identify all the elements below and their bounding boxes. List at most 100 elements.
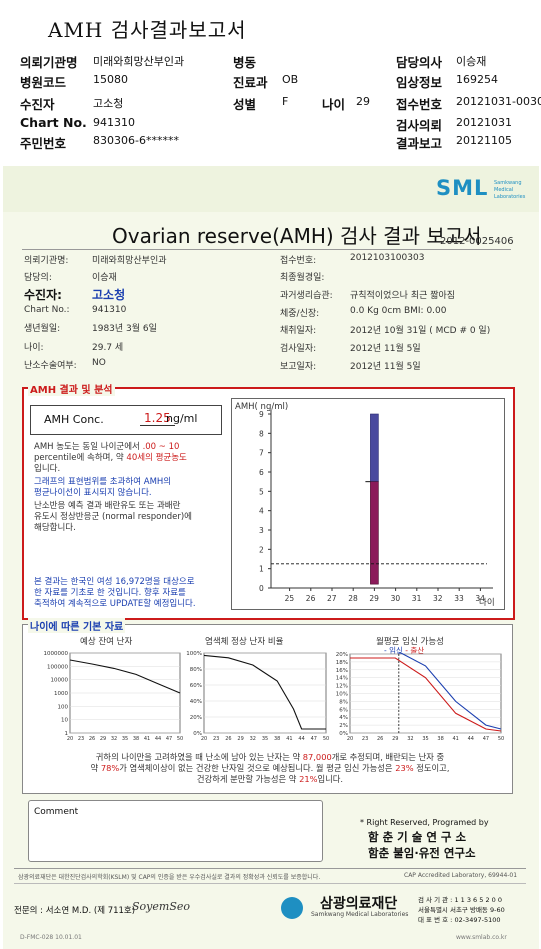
mini-x-tick-label: 38 <box>437 736 443 742</box>
mini-x-tick-label: 32 <box>111 736 117 742</box>
x-tick-label: 31 <box>412 594 422 603</box>
clinical-info-label: 임상정보 <box>396 75 443 90</box>
x-tick-label: 28 <box>348 594 358 603</box>
mini-x-tick-label: 50 <box>177 736 183 742</box>
mini-x-tick-label: 29 <box>100 736 106 742</box>
y-tick-label: 6 <box>259 468 264 477</box>
x-tick-label: 29 <box>369 594 379 603</box>
y-tick-label: 8 <box>259 429 264 438</box>
mini-x-tick-label: 26 <box>89 736 95 742</box>
mini-x-tick-label: 20 <box>201 736 207 742</box>
y-tick-label: 0 <box>259 584 264 593</box>
mini-y-tick-label: 100000 <box>47 664 68 670</box>
x-tick-label: 26 <box>306 594 316 603</box>
comment-box <box>28 800 323 862</box>
mini-y-tick-label: 16% <box>336 668 348 674</box>
mini-x-tick-label: 47 <box>483 736 489 742</box>
info-label: 생년월일: <box>24 324 61 334</box>
mini-y-tick-label: 80% <box>190 667 202 673</box>
x-tick-label: 25 <box>285 594 295 603</box>
footer-note: 삼광의료재단은 대한진단검사의학회(KSLM) 및 CAP의 인증을 받은 우수… <box>18 874 321 881</box>
info-value: 2012년 11월 5일 <box>350 344 421 354</box>
report-date-value: 20121105 <box>456 134 512 147</box>
mini-x-tick-label: 44 <box>155 736 161 742</box>
y-tick-label: 9 <box>259 410 264 419</box>
basic-summary: 귀하의 나이만을 고려하였을 때 난소에 남아 있는 난자는 약 87,000개… <box>90 752 450 784</box>
info-label: 접수번호: <box>280 256 317 266</box>
info-label: 최종월경일: <box>280 273 325 283</box>
rights-text: * Right Reserved, Programed by <box>360 818 489 827</box>
range-bar-lower <box>370 481 379 585</box>
website: www.smlab.co.kr <box>456 934 507 941</box>
report-title: Ovarian reserve(AMH) 검사 결과 보고서 <box>112 224 482 248</box>
data-basis-note: 본 결과는 한국인 여성 16,972명을 대상으로 한 자료를 기초로 한 것… <box>34 577 196 609</box>
info-label: 나이: <box>24 343 44 353</box>
mini-x-tick-label: 41 <box>144 736 150 742</box>
y-tick-label: 3 <box>259 526 264 535</box>
mini-x-tick-label: 29 <box>392 736 398 742</box>
mini-chart-title: 월평균 임신 가능성 <box>376 637 444 647</box>
mini-y-tick-label: 60% <box>190 683 202 689</box>
mini-x-tick-label: 50 <box>323 736 329 742</box>
age-label: 나이 <box>322 97 346 112</box>
mini-x-tick-label: 23 <box>213 736 219 742</box>
comment-label: Comment <box>34 807 79 817</box>
resident-no-label: 주민번호 <box>20 136 67 151</box>
mini-y-tick-label: 2% <box>339 723 348 729</box>
mini-x-tick-label: 47 <box>311 736 317 742</box>
cap-accreditation: CAP Accredited Laboratory, 69944-01 <box>404 872 518 879</box>
mini-x-tick-label: 44 <box>298 736 304 742</box>
foundation-name: 삼광의료재단 <box>320 896 398 912</box>
page-title: AMH 검사결과보고서 <box>48 18 247 42</box>
y-tick-label: 2 <box>259 545 264 554</box>
range-bar-upper <box>370 413 379 482</box>
mini-y-tick-label: 8% <box>339 699 348 705</box>
basic-section-title: 나이에 따른 기본 자료 <box>28 618 126 633</box>
department-label: 진료과 <box>233 75 268 90</box>
foundation-subname: Samkwang Medical Laboratories <box>311 911 409 918</box>
institute-name: 함 춘 기 술 연 구 소 <box>368 830 467 844</box>
mini-series-line <box>69 659 181 694</box>
info-value: 1983년 3월 6일 <box>92 324 157 334</box>
specialist-signature: SoyemSeo <box>132 900 190 913</box>
amh-conc-unit: ng/ml <box>166 412 198 425</box>
percentile-note: AMH 농도는 동일 나이군에서 .00 ~ 10 percentile에 속하… <box>34 442 187 474</box>
age-value: 29 <box>356 95 370 108</box>
mini-series-line <box>350 657 502 732</box>
form-code: D-FMC-028 10.01.01 <box>20 934 82 941</box>
mini-y-tick-label: 14% <box>336 676 348 682</box>
sex-label: 성별 <box>233 97 257 112</box>
x-tick-label: 33 <box>454 594 464 603</box>
mini-x-tick-label: 38 <box>274 736 280 742</box>
x-tick-label: 34 <box>475 594 485 603</box>
department-value: OB <box>282 73 299 86</box>
mini-chart-title: 염색체 정상 난자 비율 <box>205 637 284 647</box>
receipt-no-value: 20121031-00303 <box>456 95 541 108</box>
info-value: 20121031003​03 <box>350 253 425 263</box>
mini-x-tick-label: 26 <box>377 736 383 742</box>
mini-y-tick-label: 10% <box>336 692 348 698</box>
amh-chart-ylabel: AMH( ng/ml) <box>235 402 288 412</box>
mini-x-tick-label: 35 <box>422 736 428 742</box>
info-value: NO <box>92 358 106 368</box>
x-tick-label: 30 <box>391 594 401 603</box>
hospital-label: 의뢰기관명 <box>20 55 78 70</box>
amh-conc-box <box>30 405 222 435</box>
amh-chart-frame <box>231 398 505 610</box>
remaining-eggs-chart: 1000000 100000 10000 1000 100 10 120 23 26 29 32 35… <box>44 651 184 742</box>
request-date-label: 검사의뢰 <box>396 118 443 133</box>
hospital-code-label: 병원코드 <box>20 75 67 90</box>
info-label: 체중/신장: <box>280 309 320 319</box>
mini-y-tick-label: 0% <box>193 731 202 737</box>
footer-divider-2 <box>14 883 526 884</box>
info-value: 29.7 세 <box>92 343 124 353</box>
info-label: 검사일자: <box>280 344 317 354</box>
patient-value: 고소청 <box>93 97 124 110</box>
mini-x-tick-label: 32 <box>407 736 413 742</box>
mini-y-tick-label: 1000000 <box>44 651 69 657</box>
mini-series-line <box>203 654 326 730</box>
document-number: 2012-0025406 <box>440 236 514 247</box>
mini-y-tick-label: 100% <box>186 651 202 657</box>
doctor-value: 이승재 <box>456 55 487 68</box>
info-label: Chart No.: <box>24 305 70 315</box>
